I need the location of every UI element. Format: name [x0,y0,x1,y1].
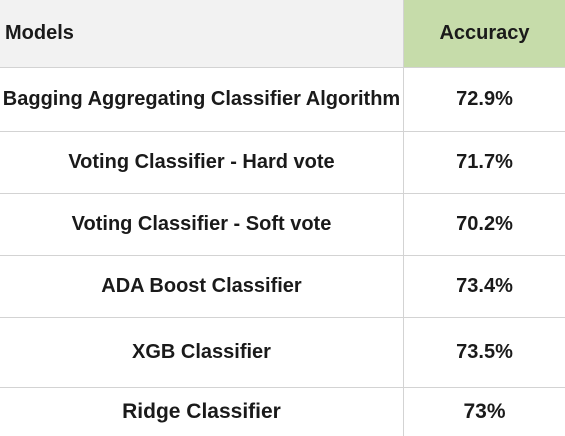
table-row-model: ADA Boost Classifier [0,256,404,318]
table-row-model: Bagging Aggregating Classifier Algorithm [0,68,404,132]
table-row-model: Ridge Classifier [0,388,404,436]
header-accuracy: Accuracy [404,0,565,68]
table-row-model: Voting Classifier - Soft vote [0,194,404,256]
table-row-accuracy: 72.9% [404,68,565,132]
table-row-accuracy: 73.5% [404,318,565,388]
table-row-accuracy: 70.2% [404,194,565,256]
header-models: Models [0,0,404,68]
table-row-model: XGB Classifier [0,318,404,388]
table-row-accuracy: 73% [463,400,506,423]
table-row-accuracy: 73.4% [404,256,565,318]
table-row-model: Voting Classifier - Hard vote [0,132,404,194]
table-row-accuracy: 71.7% [404,132,565,194]
